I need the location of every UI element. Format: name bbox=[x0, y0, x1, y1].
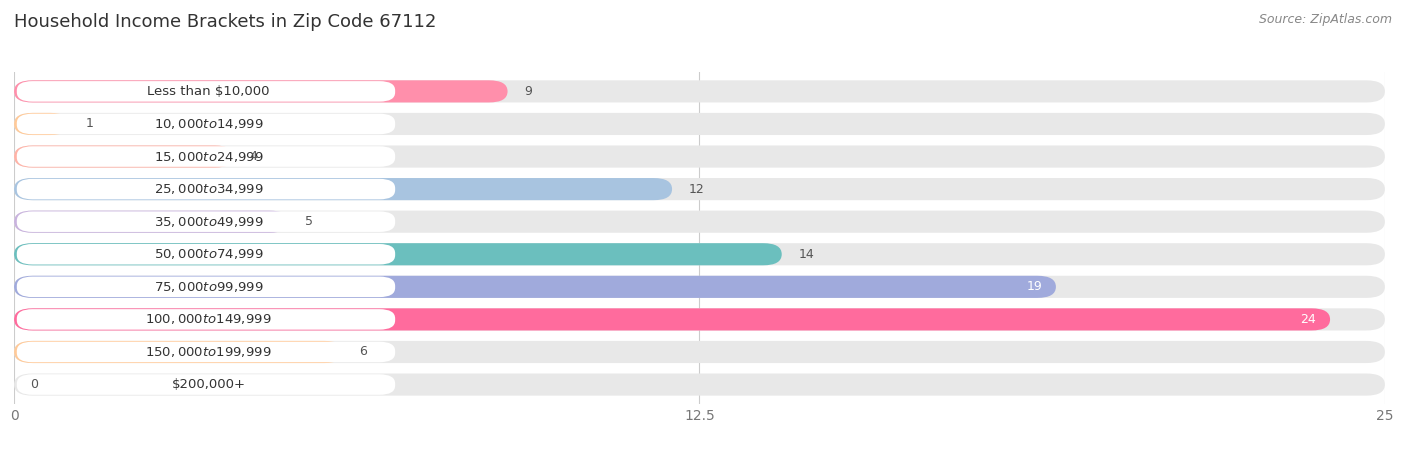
Text: Source: ZipAtlas.com: Source: ZipAtlas.com bbox=[1258, 13, 1392, 26]
Text: 24: 24 bbox=[1301, 313, 1316, 326]
FancyBboxPatch shape bbox=[17, 146, 395, 167]
FancyBboxPatch shape bbox=[14, 341, 343, 363]
FancyBboxPatch shape bbox=[14, 113, 69, 135]
Text: $10,000 to $14,999: $10,000 to $14,999 bbox=[153, 117, 263, 131]
FancyBboxPatch shape bbox=[17, 114, 395, 134]
FancyBboxPatch shape bbox=[14, 145, 1385, 167]
FancyBboxPatch shape bbox=[14, 145, 233, 167]
Text: 0: 0 bbox=[31, 378, 38, 391]
Text: 5: 5 bbox=[305, 215, 312, 228]
FancyBboxPatch shape bbox=[17, 211, 395, 232]
Text: $50,000 to $74,999: $50,000 to $74,999 bbox=[153, 247, 263, 261]
FancyBboxPatch shape bbox=[17, 374, 395, 395]
FancyBboxPatch shape bbox=[14, 341, 1385, 363]
FancyBboxPatch shape bbox=[14, 243, 782, 265]
Text: 6: 6 bbox=[360, 345, 367, 358]
Text: $100,000 to $149,999: $100,000 to $149,999 bbox=[145, 313, 271, 326]
FancyBboxPatch shape bbox=[17, 277, 395, 297]
Text: Household Income Brackets in Zip Code 67112: Household Income Brackets in Zip Code 67… bbox=[14, 13, 436, 31]
FancyBboxPatch shape bbox=[14, 211, 1385, 233]
Text: 19: 19 bbox=[1026, 280, 1042, 293]
Text: $75,000 to $99,999: $75,000 to $99,999 bbox=[153, 280, 263, 294]
FancyBboxPatch shape bbox=[14, 308, 1385, 330]
Text: $25,000 to $34,999: $25,000 to $34,999 bbox=[153, 182, 263, 196]
Text: 12: 12 bbox=[689, 183, 704, 196]
Text: $150,000 to $199,999: $150,000 to $199,999 bbox=[145, 345, 271, 359]
Text: 1: 1 bbox=[86, 118, 93, 131]
Text: Less than $10,000: Less than $10,000 bbox=[148, 85, 270, 98]
Text: $35,000 to $49,999: $35,000 to $49,999 bbox=[153, 215, 263, 229]
FancyBboxPatch shape bbox=[14, 243, 1385, 265]
FancyBboxPatch shape bbox=[14, 308, 1330, 330]
FancyBboxPatch shape bbox=[14, 80, 508, 102]
FancyBboxPatch shape bbox=[14, 113, 1385, 135]
FancyBboxPatch shape bbox=[17, 342, 395, 362]
FancyBboxPatch shape bbox=[14, 276, 1056, 298]
FancyBboxPatch shape bbox=[14, 178, 1385, 200]
FancyBboxPatch shape bbox=[17, 309, 395, 330]
FancyBboxPatch shape bbox=[17, 179, 395, 199]
Text: 4: 4 bbox=[250, 150, 257, 163]
Text: 9: 9 bbox=[524, 85, 531, 98]
FancyBboxPatch shape bbox=[14, 276, 1385, 298]
FancyBboxPatch shape bbox=[14, 178, 672, 200]
FancyBboxPatch shape bbox=[14, 80, 1385, 102]
FancyBboxPatch shape bbox=[17, 244, 395, 264]
Text: $15,000 to $24,999: $15,000 to $24,999 bbox=[153, 150, 263, 163]
FancyBboxPatch shape bbox=[14, 211, 288, 233]
FancyBboxPatch shape bbox=[14, 374, 1385, 396]
FancyBboxPatch shape bbox=[17, 81, 395, 101]
Text: 14: 14 bbox=[799, 248, 814, 261]
Text: $200,000+: $200,000+ bbox=[172, 378, 246, 391]
